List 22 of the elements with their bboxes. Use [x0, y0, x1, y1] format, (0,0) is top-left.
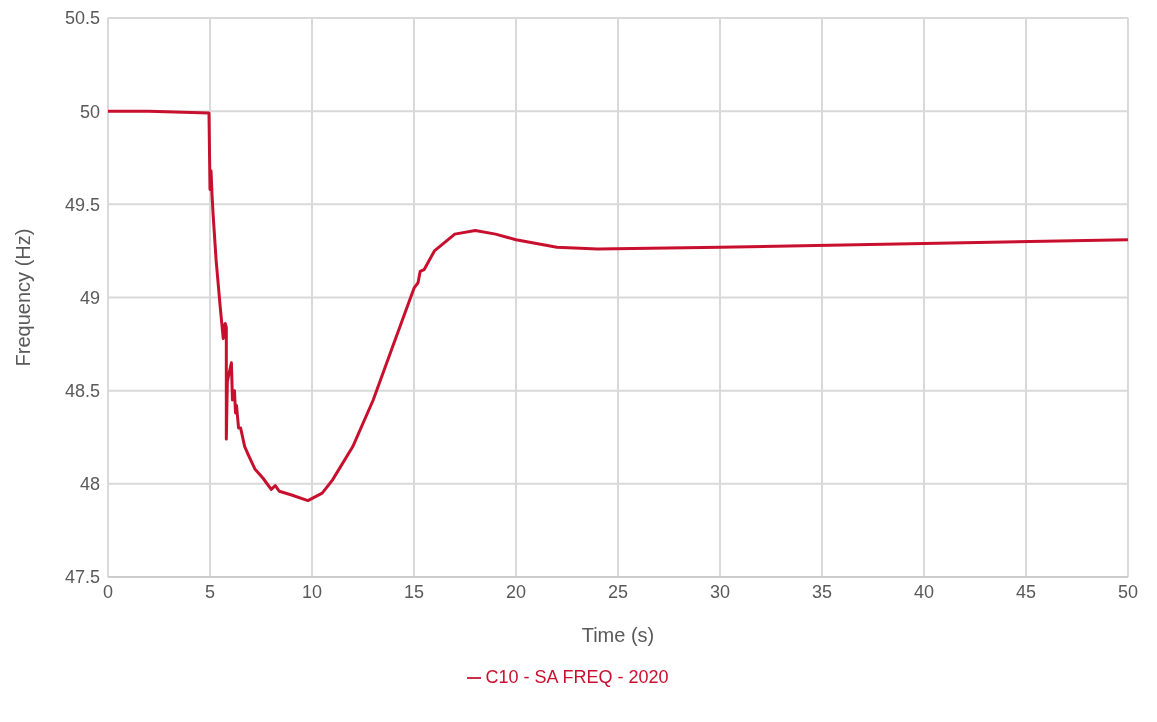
y-tick-label: 50.5 — [64, 8, 100, 29]
line-series — [108, 109, 1128, 503]
y-tick-label: 49 — [79, 287, 100, 308]
x-tick-label: 20 — [505, 581, 527, 602]
y-tick-label: 47.5 — [64, 567, 100, 588]
x-tick-label: 30 — [709, 581, 731, 602]
y-tick-label: 49.5 — [64, 194, 100, 215]
x-tick-label: 25 — [607, 581, 629, 602]
legend-label: C10 - SA FREQ - 2020 — [485, 667, 669, 687]
y-tick-label: 50 — [79, 101, 100, 122]
x-tick-label: 0 — [102, 581, 114, 602]
y-axis-title: Frequency (Hz) — [12, 228, 35, 367]
x-tick-label: 50 — [1117, 581, 1139, 602]
x-tick-label: 35 — [811, 581, 833, 602]
x-tick-label: 10 — [301, 581, 323, 602]
x-tick-label: 5 — [204, 581, 216, 602]
x-tick-label: 15 — [403, 581, 425, 602]
y-tick-label: 48 — [79, 474, 100, 495]
x-axis-title: Time (s) — [581, 624, 655, 646]
y-tick-label: 48.5 — [64, 381, 100, 402]
x-tick-label: 40 — [913, 581, 935, 602]
x-tick-label: 45 — [1015, 581, 1037, 602]
